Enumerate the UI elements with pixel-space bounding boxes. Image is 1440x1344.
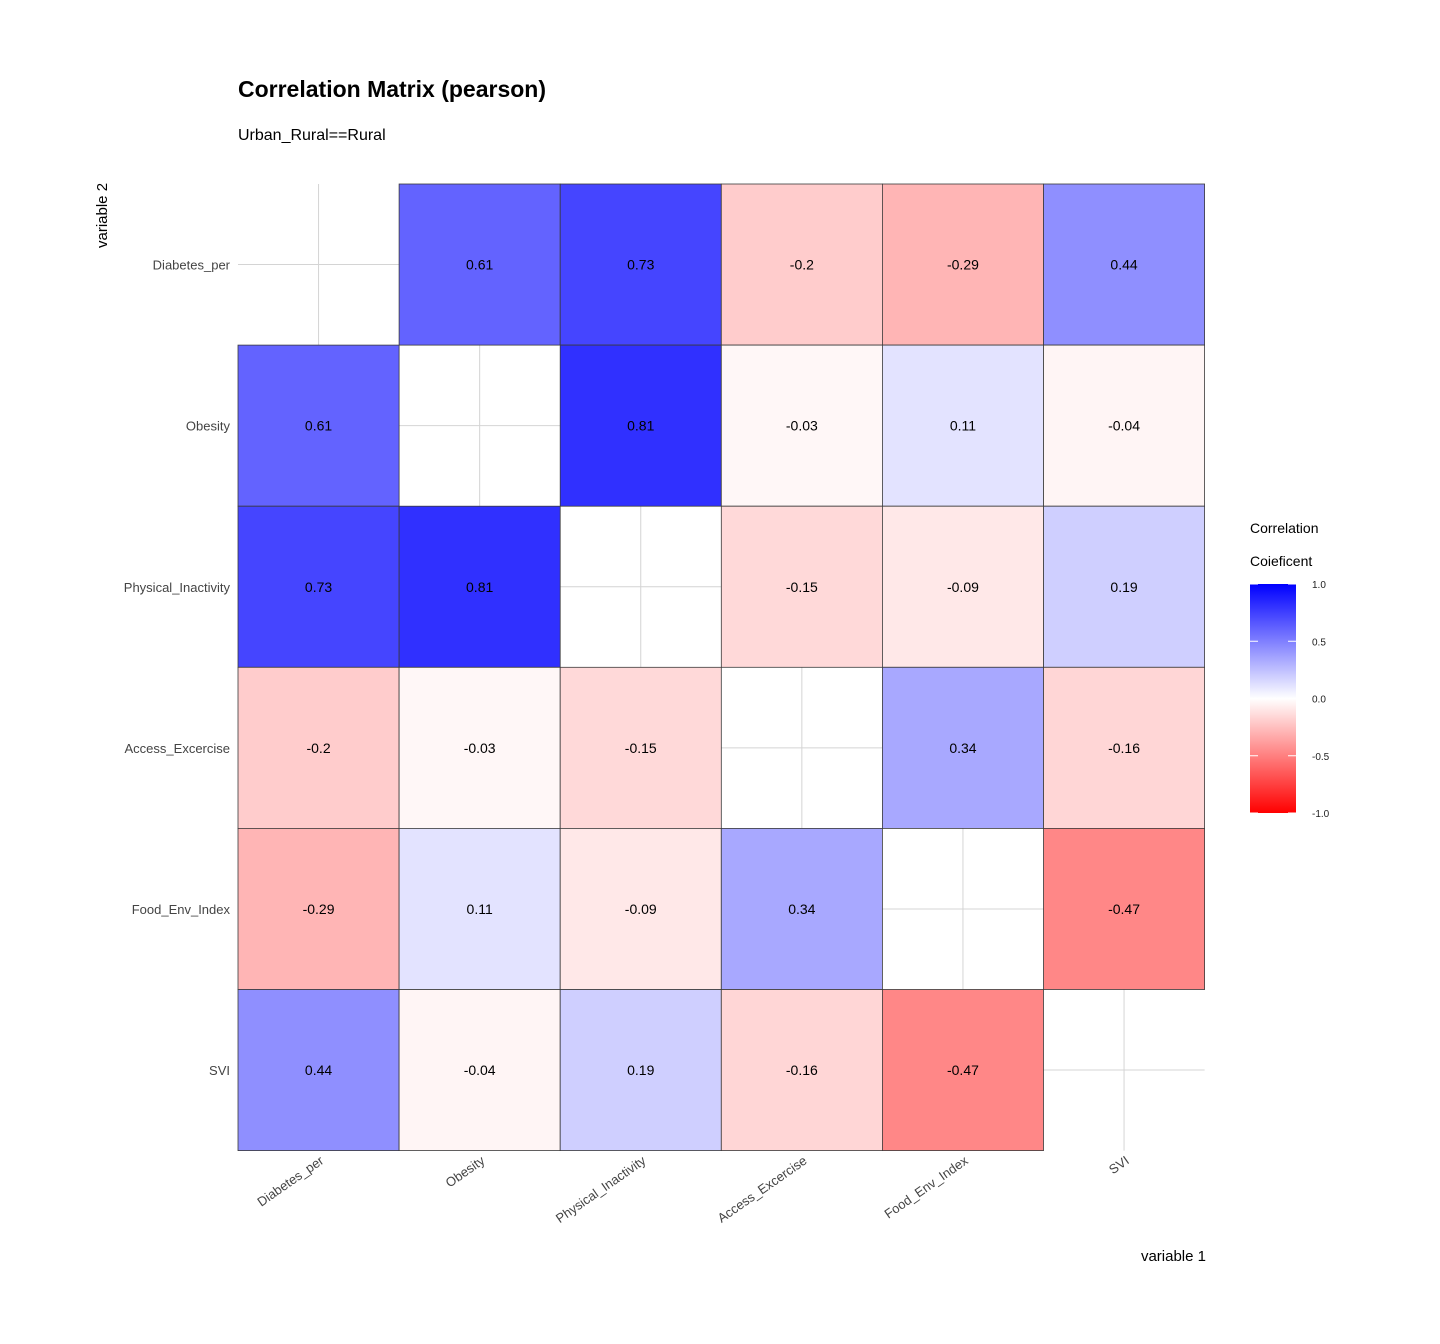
y-tick-label: SVI	[209, 1063, 230, 1078]
y-axis-title: variable 2	[94, 183, 111, 248]
cell-value-label: 0.44	[305, 1062, 332, 1078]
y-tick-label: Food_Env_Index	[132, 902, 231, 917]
cell-value-label: -0.09	[947, 579, 979, 595]
cell-value-label: 0.11	[950, 418, 976, 434]
cell-value-label: -0.29	[303, 901, 335, 917]
legend-title-line-1: Correlation	[1250, 520, 1318, 536]
legend-tick-label: 0.5	[1312, 637, 1326, 648]
heatmap-cell	[398, 989, 561, 1152]
legend-tick-label: 1.0	[1312, 580, 1326, 591]
heatmap-cell	[237, 828, 400, 990]
cell-value-label: 0.81	[466, 579, 493, 595]
cell-value-label: 0.19	[1110, 579, 1137, 595]
cell-value-label: 0.19	[627, 1062, 654, 1078]
heatmap-cells: 0.61 0.73 -0.2 -0.29 0.44 0.61 0.81 -0.03 0.11 -0…	[237, 183, 1206, 1152]
y-tick-label: Physical_Inactivity	[124, 580, 231, 595]
y-tick-label: Obesity	[186, 419, 231, 434]
heatmap-cell	[1043, 183, 1206, 346]
legend-tick-label: -0.5	[1312, 752, 1330, 763]
heatmap-cell	[559, 344, 722, 507]
cell-value-label: -0.2	[306, 740, 330, 756]
heatmap-cell	[1043, 505, 1206, 668]
cell-value-label: -0.15	[786, 579, 818, 595]
heatmap-cell	[237, 989, 400, 1152]
chart-title: Correlation Matrix (pearson)	[238, 76, 546, 102]
cell-value-label: 0.73	[627, 257, 654, 273]
heatmap-cell	[720, 183, 883, 346]
cell-value-label: -0.2	[790, 257, 814, 273]
heatmap-cell	[882, 505, 1044, 668]
heatmap-cell	[882, 344, 1044, 507]
heatmap-cell	[398, 183, 561, 346]
x-tick-label: SVI	[1106, 1153, 1132, 1177]
cell-value-label: -0.09	[625, 901, 657, 917]
heatmap-cell	[559, 828, 722, 990]
legend-tick-label: 0.0	[1312, 695, 1326, 706]
y-tick-label: Access_Excercise	[125, 741, 230, 756]
heatmap-cell	[720, 344, 883, 507]
cell-value-label: -0.47	[1108, 901, 1140, 917]
heatmap-cell	[237, 666, 400, 829]
heatmap-cell	[559, 666, 722, 829]
cell-value-label: 0.73	[305, 579, 332, 595]
cell-value-label: -0.47	[947, 1062, 979, 1078]
heatmap-cell	[882, 989, 1044, 1152]
cell-value-label: 0.44	[1110, 257, 1137, 273]
x-axis-title: variable 1	[1141, 1248, 1206, 1265]
x-tick-label: Access_Excercise	[715, 1153, 810, 1226]
cell-value-label: 0.81	[627, 418, 654, 434]
x-tick-label: Physical_Inactivity	[553, 1152, 649, 1225]
color-legend: Correlation Coieficent 1.0 0.5 0.0 -0.5 -1.0	[1250, 520, 1330, 820]
cell-value-label: 0.34	[949, 740, 976, 756]
heatmap-cell	[720, 989, 883, 1152]
legend-title-line-2: Coieficent	[1250, 553, 1312, 569]
heatmap-cell	[720, 828, 883, 990]
cell-value-label: -0.04	[1108, 418, 1140, 434]
heatmap-cell	[1043, 828, 1206, 990]
heatmap-cell	[398, 666, 561, 829]
cell-value-label: -0.03	[786, 418, 818, 434]
cell-value-label: -0.29	[947, 257, 979, 273]
heatmap-cell	[720, 505, 883, 668]
y-tick-label: Diabetes_per	[153, 258, 231, 273]
cell-value-label: -0.04	[464, 1062, 496, 1078]
cell-value-label: -0.15	[625, 740, 657, 756]
heatmap-cell	[1043, 666, 1206, 829]
cell-value-label: -0.16	[1108, 740, 1140, 756]
x-tick-label: Diabetes_per	[254, 1152, 326, 1209]
cell-value-label: 0.61	[466, 257, 493, 273]
cell-value-label: -0.16	[786, 1062, 818, 1078]
heatmap-cell	[398, 828, 561, 990]
chart-subtitle: Urban_Rural==Rural	[238, 127, 386, 144]
heatmap-cell	[559, 183, 722, 346]
x-tick-label: Food_Env_Index	[882, 1152, 972, 1221]
heatmap-cell	[882, 183, 1044, 346]
heatmap-cell	[237, 505, 400, 668]
x-tick-label: Obesity	[443, 1152, 488, 1190]
cell-value-label: 0.61	[305, 418, 332, 434]
heatmap-cell	[1043, 344, 1206, 507]
y-tick-labels: Diabetes_per Obesity Physical_Inactivity Ac…	[124, 258, 231, 1079]
heatmap-cell	[882, 666, 1044, 829]
legend-tick-label: -1.0	[1312, 809, 1330, 820]
heatmap-cell	[398, 505, 561, 668]
cell-value-label: 0.34	[788, 901, 815, 917]
cell-value-label: -0.03	[464, 740, 496, 756]
cell-value-label: 0.11	[467, 901, 493, 917]
x-tick-labels: Diabetes_per Obesity Physical_Inactivity Ac…	[254, 1152, 1131, 1226]
